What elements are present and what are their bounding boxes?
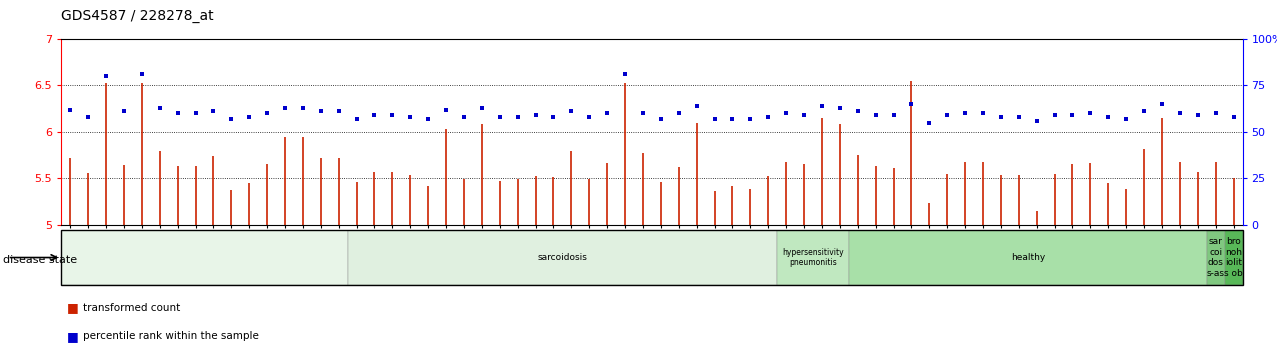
- Point: [1027, 118, 1047, 124]
- Bar: [778, 230, 849, 285]
- Text: bro
noh
iolit
s ob: bro noh iolit s ob: [1225, 238, 1243, 278]
- Bar: [61, 230, 347, 285]
- Point: [239, 114, 259, 120]
- Point: [114, 109, 134, 114]
- Text: ■: ■: [66, 330, 78, 343]
- Point: [489, 114, 510, 120]
- Point: [973, 110, 994, 116]
- Point: [614, 72, 635, 77]
- Point: [132, 72, 152, 77]
- Point: [848, 109, 868, 114]
- Point: [1062, 112, 1083, 118]
- Text: sarcoidosis: sarcoidosis: [538, 253, 587, 262]
- Text: sar
coi
dos
s-as: sar coi dos s-as: [1207, 238, 1225, 278]
- Point: [1009, 114, 1029, 120]
- Point: [292, 105, 313, 110]
- Point: [382, 112, 402, 118]
- Point: [1170, 110, 1190, 116]
- Point: [525, 112, 545, 118]
- Point: [310, 109, 331, 114]
- Point: [543, 114, 563, 120]
- Point: [1045, 112, 1065, 118]
- Point: [759, 114, 779, 120]
- Point: [902, 101, 922, 107]
- Point: [1205, 110, 1226, 116]
- Point: [561, 109, 581, 114]
- Point: [364, 112, 384, 118]
- Point: [78, 114, 98, 120]
- Point: [955, 110, 976, 116]
- Point: [1223, 114, 1244, 120]
- Point: [257, 110, 277, 116]
- Bar: [347, 230, 778, 285]
- Point: [669, 110, 690, 116]
- Point: [167, 110, 188, 116]
- Point: [632, 110, 653, 116]
- Point: [705, 116, 725, 122]
- Point: [96, 73, 116, 79]
- Point: [596, 110, 617, 116]
- Bar: [1207, 230, 1225, 285]
- Point: [435, 107, 456, 112]
- Point: [328, 109, 349, 114]
- Point: [185, 110, 206, 116]
- Point: [723, 116, 743, 122]
- Bar: [849, 230, 1207, 285]
- Text: disease state: disease state: [3, 255, 77, 265]
- Point: [1080, 110, 1101, 116]
- Text: percentile rank within the sample: percentile rank within the sample: [83, 331, 259, 341]
- Point: [1188, 112, 1208, 118]
- Point: [919, 120, 940, 125]
- Point: [418, 116, 438, 122]
- Text: hypersensitivity
pneumonitis: hypersensitivity pneumonitis: [783, 248, 844, 267]
- Point: [578, 114, 599, 120]
- Point: [1152, 101, 1172, 107]
- Point: [400, 114, 420, 120]
- Point: [471, 105, 492, 110]
- Point: [149, 105, 170, 110]
- Bar: [1225, 230, 1243, 285]
- Point: [507, 114, 527, 120]
- Point: [1098, 114, 1119, 120]
- Point: [812, 103, 833, 109]
- Point: [1116, 116, 1137, 122]
- Point: [346, 116, 366, 122]
- Point: [830, 105, 850, 110]
- Text: healthy: healthy: [1010, 253, 1045, 262]
- Point: [991, 114, 1011, 120]
- Point: [221, 116, 241, 122]
- Point: [687, 103, 707, 109]
- Text: ■: ■: [66, 302, 78, 314]
- Point: [275, 105, 295, 110]
- Point: [866, 112, 886, 118]
- Point: [60, 107, 80, 112]
- Point: [794, 112, 815, 118]
- Point: [1134, 109, 1154, 114]
- Text: GDS4587 / 228278_at: GDS4587 / 228278_at: [61, 9, 215, 23]
- Point: [884, 112, 904, 118]
- Point: [741, 116, 761, 122]
- Point: [203, 109, 223, 114]
- Text: transformed count: transformed count: [83, 303, 180, 313]
- Point: [453, 114, 474, 120]
- Point: [651, 116, 672, 122]
- Point: [937, 112, 958, 118]
- Point: [776, 110, 797, 116]
